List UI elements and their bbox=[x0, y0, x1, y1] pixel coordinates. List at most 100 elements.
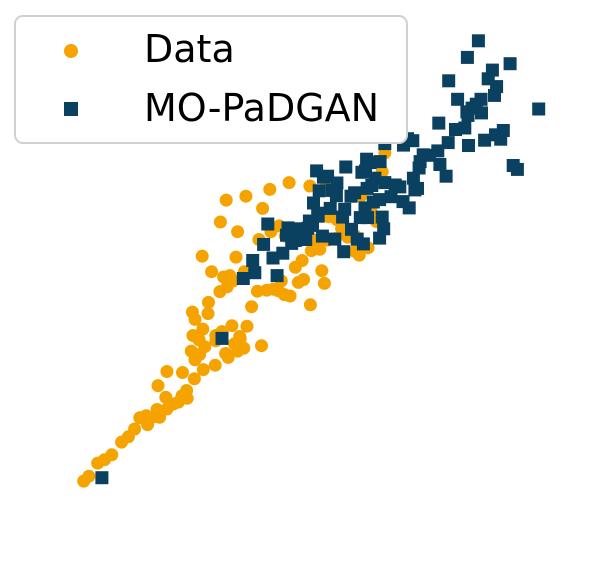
point-mo-padgan-60 bbox=[433, 158, 447, 171]
point-mo-padgan-101 bbox=[336, 210, 350, 224]
point-data-67 bbox=[283, 289, 297, 303]
legend-label-data: Data bbox=[144, 27, 235, 71]
point-mo-padgan-3 bbox=[246, 254, 260, 267]
point-data-71 bbox=[317, 276, 331, 290]
point-data-84 bbox=[231, 225, 245, 239]
point-mo-padgan-51 bbox=[406, 134, 420, 148]
point-data-42 bbox=[185, 305, 199, 319]
point-mo-padgan-61 bbox=[439, 169, 453, 183]
legend-marker-data bbox=[64, 44, 78, 58]
point-mo-padgan-31 bbox=[345, 222, 358, 236]
point-data-56 bbox=[205, 265, 219, 279]
point-data-20 bbox=[159, 390, 173, 404]
plot-points bbox=[77, 34, 546, 488]
point-mo-padgan-64 bbox=[458, 121, 472, 135]
point-mo-padgan-74 bbox=[532, 102, 546, 116]
point-data-25 bbox=[196, 363, 210, 377]
point-data-60 bbox=[245, 300, 259, 314]
point-mo-padgan-54 bbox=[411, 181, 424, 195]
point-mo-padgan-104 bbox=[360, 181, 374, 195]
point-data-21 bbox=[151, 379, 165, 393]
point-mo-padgan-0 bbox=[95, 471, 109, 485]
point-mo-padgan-62 bbox=[441, 136, 455, 150]
point-mo-padgan-44 bbox=[373, 155, 387, 169]
point-mo-padgan-38 bbox=[375, 210, 389, 224]
point-data-38 bbox=[192, 333, 206, 347]
point-mo-padgan-5 bbox=[257, 237, 271, 251]
legend: Data MO-PaDGAN bbox=[14, 15, 408, 144]
point-data-39 bbox=[196, 322, 210, 336]
point-data-41 bbox=[201, 307, 215, 321]
point-mo-padgan-43 bbox=[368, 171, 382, 185]
point-mo-padgan-88 bbox=[510, 162, 524, 176]
point-data-105 bbox=[315, 264, 329, 278]
point-mo-padgan-16 bbox=[299, 233, 313, 246]
point-data-19 bbox=[180, 391, 194, 405]
point-mo-padgan-95 bbox=[337, 245, 351, 259]
point-mo-padgan-6 bbox=[261, 217, 275, 231]
legend-box bbox=[14, 15, 408, 144]
point-mo-padgan-25 bbox=[323, 201, 337, 215]
point-data-26 bbox=[208, 358, 222, 372]
point-mo-padgan-80 bbox=[442, 74, 456, 88]
point-data-36 bbox=[184, 344, 198, 358]
point-mo-padgan-79 bbox=[432, 116, 446, 130]
point-data-85 bbox=[213, 215, 227, 229]
point-data-57 bbox=[195, 249, 209, 263]
point-data-4 bbox=[105, 448, 119, 462]
point-data-7 bbox=[128, 422, 142, 436]
point-mo-padgan-86 bbox=[496, 124, 510, 137]
point-mo-padgan-100 bbox=[329, 189, 343, 203]
point-data-24 bbox=[187, 372, 201, 386]
point-data-23 bbox=[176, 366, 189, 379]
point-mo-padgan-65 bbox=[462, 139, 475, 152]
point-data-48 bbox=[255, 339, 268, 353]
point-mo-padgan-1 bbox=[215, 331, 229, 345]
point-mo-padgan-8 bbox=[270, 269, 284, 283]
point-mo-padgan-28 bbox=[339, 160, 353, 174]
point-mo-padgan-9 bbox=[276, 246, 290, 260]
point-mo-padgan-7 bbox=[266, 251, 280, 265]
point-data-55 bbox=[223, 269, 237, 283]
point-mo-padgan-37 bbox=[373, 193, 387, 207]
point-mo-padgan-48 bbox=[393, 180, 407, 194]
point-mo-padgan-90 bbox=[396, 195, 410, 209]
point-mo-padgan-21 bbox=[307, 196, 320, 210]
point-mo-padgan-103 bbox=[355, 165, 369, 179]
point-data-50 bbox=[202, 295, 215, 309]
point-data-28 bbox=[221, 350, 235, 364]
point-data-69 bbox=[297, 273, 311, 286]
point-data-49 bbox=[233, 332, 247, 346]
point-data-22 bbox=[160, 365, 174, 378]
point-mo-padgan-73 bbox=[503, 57, 517, 71]
point-data-86 bbox=[219, 193, 233, 207]
point-data-70 bbox=[303, 298, 317, 312]
point-data-73 bbox=[295, 254, 309, 267]
point-mo-padgan-96 bbox=[328, 232, 342, 246]
point-mo-padgan-99 bbox=[301, 221, 315, 235]
point-mo-padgan-70 bbox=[478, 133, 492, 147]
point-mo-padgan-27 bbox=[330, 176, 344, 190]
point-mo-padgan-81 bbox=[451, 92, 465, 106]
point-data-103 bbox=[335, 222, 349, 236]
point-mo-padgan-2 bbox=[236, 272, 250, 285]
point-data-58 bbox=[229, 250, 243, 264]
point-data-89 bbox=[263, 182, 277, 196]
point-mo-padgan-85 bbox=[490, 80, 504, 94]
point-mo-padgan-98 bbox=[311, 209, 325, 223]
point-data-47 bbox=[240, 319, 254, 333]
point-mo-padgan-59 bbox=[431, 144, 445, 158]
point-mo-padgan-102 bbox=[348, 186, 362, 200]
point-mo-padgan-11 bbox=[281, 221, 295, 235]
point-data-87 bbox=[239, 189, 253, 203]
point-mo-padgan-75 bbox=[471, 34, 485, 48]
point-data-13 bbox=[150, 403, 164, 416]
point-mo-padgan-52 bbox=[406, 171, 420, 185]
point-data-45 bbox=[225, 319, 239, 333]
point-mo-padgan-46 bbox=[378, 176, 392, 190]
legend-label-mo-padgan: MO-PaDGAN bbox=[144, 86, 379, 130]
point-mo-padgan-4 bbox=[248, 266, 262, 280]
point-data-90 bbox=[282, 176, 296, 190]
point-mo-padgan-91 bbox=[384, 190, 398, 204]
